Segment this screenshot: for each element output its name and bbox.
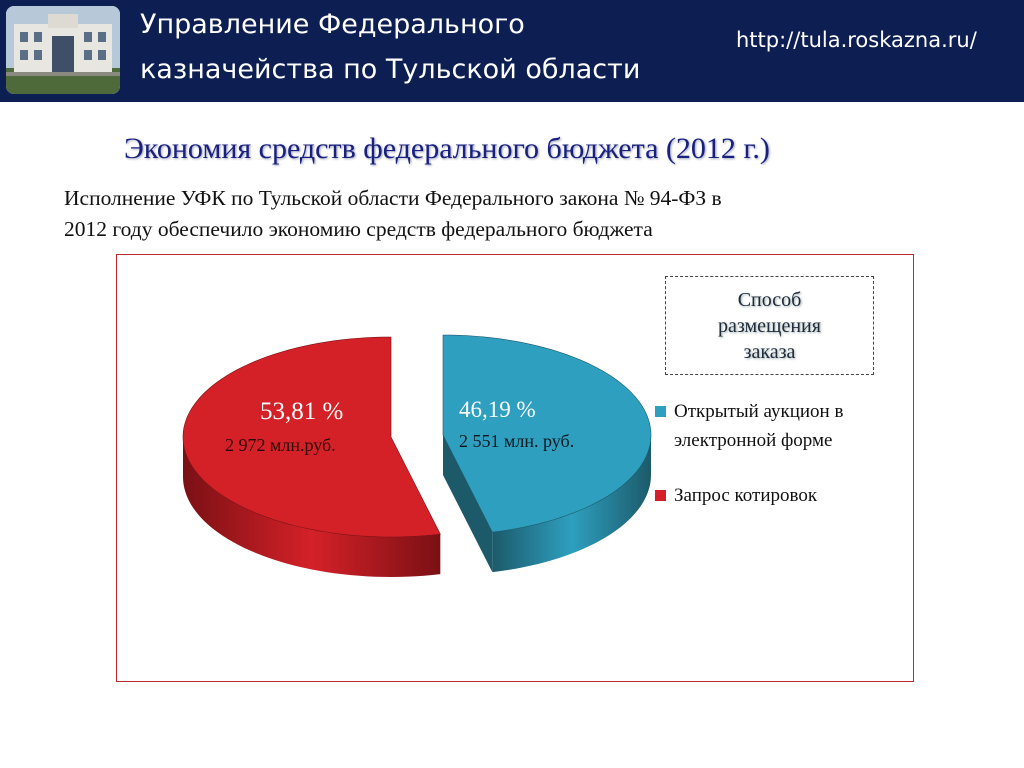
legend-label-auction: Открытый аукцион в электронной форме (674, 401, 844, 451)
legend-title-box: Способ размещения заказа (665, 276, 874, 375)
header-banner: Управление Федерального казначейства по … (0, 0, 1024, 102)
data-label-quotation-percent: 53,81 % (260, 398, 344, 425)
header-title: Управление Федерального казначейства по … (140, 2, 720, 92)
legend-swatch-auction (655, 406, 666, 417)
slide-title: Экономия средств федерального бюджета (2… (124, 132, 770, 165)
legend-title: Способ размещения заказа (718, 288, 821, 363)
pie-side-auction (492, 435, 651, 573)
data-label-quotation-amount: 2 972 млн.руб. (225, 435, 336, 455)
pie-slice-auction (442, 334, 652, 533)
legend-swatch-quotation (655, 490, 666, 501)
data-label-auction-percent: 46,19 % (459, 397, 536, 422)
legend-item-quotation: Запрос котировок (655, 481, 904, 510)
header-title-line-1: Управление Федерального (140, 9, 525, 40)
data-label-auction-amount: 2 551 млн. руб. (459, 431, 575, 451)
legend-item-auction: Открытый аукцион в электронной форме (655, 397, 904, 455)
pie-chart (182, 334, 652, 577)
intro-text: Исполнение УФК по Тульской области Федер… (64, 183, 964, 245)
intro-line-2: 2012 году обеспечило экономию средств фе… (64, 217, 653, 241)
chart-frame: Способ размещения заказа Открытый аукцио… (116, 254, 914, 682)
pie-wall-auction (443, 435, 493, 573)
building-photo (6, 6, 120, 94)
pie-slice-quotation (182, 336, 441, 538)
site-url-link[interactable]: http://tula.roskazna.ru/ (736, 28, 977, 52)
header-title-line-2: казначейства по Тульской области (140, 54, 641, 85)
intro-line-1: Исполнение УФК по Тульской области Федер… (64, 186, 722, 210)
legend-label-quotation: Запрос котировок (674, 485, 818, 506)
pie-side-quotation (183, 437, 441, 577)
